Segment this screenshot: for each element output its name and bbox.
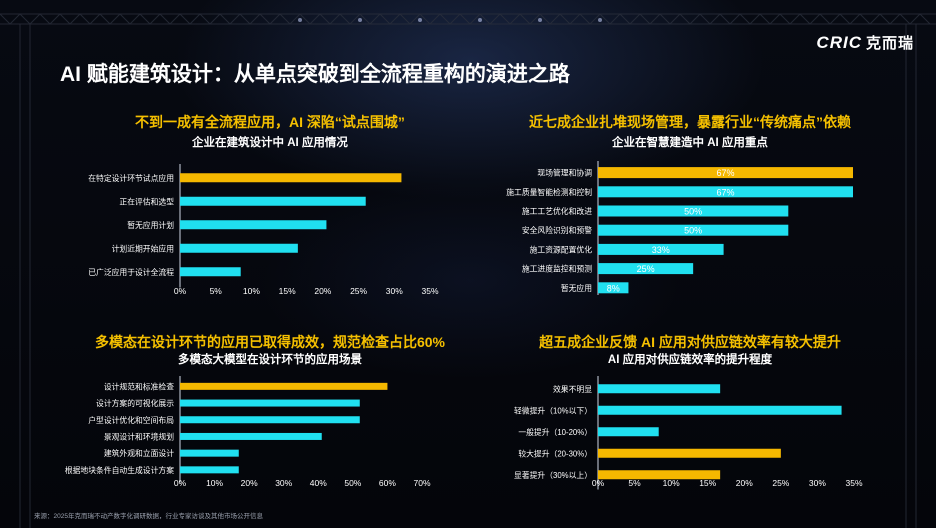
category-label: 施工质量智能检测和控制 — [506, 187, 592, 197]
source-note: 来源：2025年克而瑞不动产数字化调研数据，行业专家访谈及其他市场公开信息 — [34, 513, 263, 520]
category-label: 暂无应用计划 — [127, 220, 174, 230]
x-tick-label: 20% — [314, 286, 331, 296]
category-label: 较大提升（20-30%） — [518, 448, 592, 458]
chart2-heading: 近七成企业扎堆现场管理，暴露行业“传统痛点”依赖 — [529, 114, 851, 130]
x-tick-label: 30% — [275, 478, 292, 488]
chart1-heading: 不到一成有全流程应用，AI 深陷“试点围城” — [135, 114, 405, 130]
x-tick-label: 35% — [845, 478, 862, 488]
bar — [180, 432, 322, 440]
x-tick-label: 30% — [386, 286, 403, 296]
x-tick-label: 0% — [592, 478, 605, 488]
data-label: 50% — [684, 226, 702, 236]
chart3-heading: 多模态在设计环节的应用已取得成效，规范检查占比60% — [94, 334, 446, 350]
x-tick-label: 35% — [421, 286, 438, 296]
chart4-title: AI 应用对供应链效率的提升程度 — [607, 354, 773, 366]
chart3-plot: 设计规范和标准检查设计方案的可视化展示户型设计优化和空间布局景观设计和环境规划建… — [65, 376, 431, 488]
bar — [180, 196, 366, 206]
x-tick-label: 25% — [772, 478, 789, 488]
chart1-plot: 在特定设计环节试点应用正在评估和选型暂无应用计划计划近期开始应用已广泛应用于设计… — [88, 164, 439, 296]
bar — [598, 282, 629, 294]
category-label: 已广泛应用于设计全流程 — [88, 267, 174, 277]
x-tick-label: 20% — [736, 478, 753, 488]
bar — [598, 167, 853, 179]
x-tick-label: 10% — [663, 478, 680, 488]
category-label: 在特定设计环节试点应用 — [88, 173, 174, 183]
category-label: 正在评估和选型 — [119, 196, 174, 206]
bar — [180, 267, 241, 277]
x-tick-label: 0% — [174, 286, 187, 296]
x-tick-label: 25% — [350, 286, 367, 296]
chart3-title: 多模态大模型在设计环节的应用场景 — [178, 354, 362, 366]
category-label: 计划近期开始应用 — [112, 243, 174, 253]
category-label: 施工工艺优化和改进 — [522, 206, 592, 216]
data-label: 25% — [637, 264, 655, 274]
category-label: 施工资源配置优化 — [530, 244, 593, 254]
category-label: 轻微提升（10%以下） — [514, 405, 592, 415]
bar — [180, 449, 239, 457]
bar — [598, 186, 853, 198]
bar — [598, 224, 789, 236]
x-tick-label: 20% — [241, 478, 258, 488]
x-tick-label: 50% — [344, 478, 361, 488]
bar — [598, 384, 721, 394]
x-tick-label: 60% — [379, 478, 396, 488]
category-label: 景观设计和环境规划 — [104, 431, 174, 441]
data-label: 50% — [684, 207, 702, 217]
bar — [180, 173, 402, 183]
logo-cn: 克而瑞 — [865, 35, 914, 52]
x-tick-label: 0% — [174, 478, 187, 488]
category-label: 建筑外观和立面设计 — [104, 448, 174, 458]
chart2-plot: 现场管理和协调 67% 施工质量智能检测和控制 67% 施工工艺优化和改进 50% 安全风险… — [506, 161, 853, 295]
x-tick-label: 30% — [809, 478, 826, 488]
category-label: 显著提升（30%以上） — [514, 470, 592, 480]
bar — [598, 243, 724, 255]
bar — [180, 220, 327, 230]
x-tick-label: 10% — [243, 286, 260, 296]
bar — [598, 448, 781, 458]
category-label: 安全风险识别和预警 — [522, 225, 592, 235]
data-label: 33% — [652, 245, 670, 255]
category-label: 效果不明显 — [553, 384, 592, 394]
category-label: 现场管理和协调 — [537, 168, 592, 178]
bar — [180, 243, 298, 253]
category-label: 设计方案的可视化展示 — [96, 398, 174, 408]
logo-brand: CRIC — [816, 33, 862, 52]
chart2-title: 企业在智慧建造中 AI 应用重点 — [612, 137, 768, 149]
bar — [598, 263, 694, 275]
category-label: 一般提升（10-20%） — [518, 427, 592, 437]
category-label: 户型设计优化和空间布局 — [88, 415, 174, 425]
bar — [598, 470, 721, 480]
x-tick-label: 15% — [699, 478, 716, 488]
category-label: 暂无应用 — [561, 283, 592, 293]
x-tick-label: 5% — [210, 286, 223, 296]
x-tick-label: 15% — [279, 286, 296, 296]
x-tick-label: 5% — [628, 478, 641, 488]
bar — [180, 382, 388, 390]
page-title: AI 赋能建筑设计：从单点突破到全流程重构的演进之路 — [60, 63, 570, 86]
x-tick-label: 70% — [413, 478, 430, 488]
category-label: 根据地块条件自动生成设计方案 — [65, 465, 174, 475]
data-label: 8% — [607, 283, 620, 293]
category-label: 设计规范和标准检查 — [104, 381, 174, 391]
brand-logo: CRIC 克而瑞 — [816, 32, 914, 53]
data-label: 67% — [716, 187, 734, 197]
bar — [180, 416, 360, 424]
bar — [598, 427, 659, 437]
bar — [180, 466, 239, 474]
bar — [180, 399, 360, 407]
category-label: 施工进度监控和预测 — [522, 264, 592, 274]
data-label: 67% — [716, 168, 734, 178]
bar — [598, 405, 842, 415]
bar — [598, 205, 789, 217]
x-tick-label: 40% — [310, 478, 327, 488]
chart4-heading: 超五成企业反馈 AI 应用对供应链效率有较大提升 — [539, 334, 841, 350]
x-tick-label: 10% — [206, 478, 223, 488]
chart1-title: 企业在建筑设计中 AI 应用情况 — [192, 137, 348, 149]
